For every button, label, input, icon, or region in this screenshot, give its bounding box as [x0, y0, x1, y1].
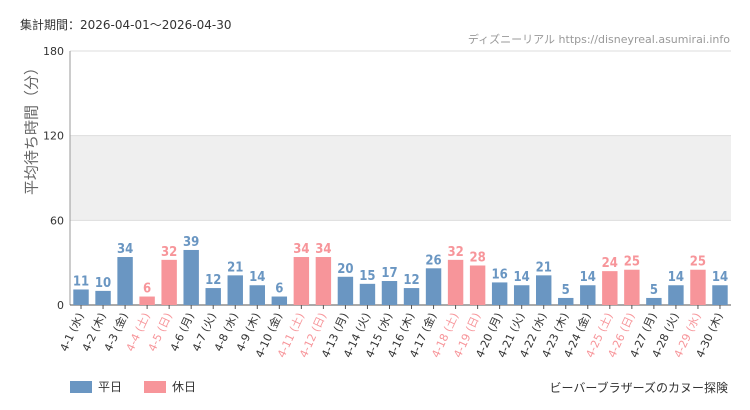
data-label: 34: [315, 242, 331, 257]
y-tick-label: 60: [50, 214, 64, 227]
legend: 平日 休日: [70, 378, 196, 395]
data-label: 34: [293, 242, 309, 257]
bar: [95, 290, 111, 305]
data-label: 16: [492, 267, 508, 282]
bar: [205, 288, 221, 305]
data-label: 14: [514, 270, 530, 285]
bar: [227, 275, 243, 305]
legend-swatch-weekday: [70, 380, 92, 393]
bar: [73, 289, 89, 305]
bar: [513, 285, 530, 305]
data-label: 6: [275, 282, 283, 297]
bar: [668, 285, 684, 305]
bar: [293, 257, 310, 305]
legend-item-weekday: 平日: [70, 378, 122, 395]
legend-swatch-holiday: [144, 380, 167, 393]
data-label: 17: [381, 266, 397, 281]
data-label: 6: [143, 282, 151, 297]
data-label: 14: [712, 270, 728, 285]
data-label: 5: [650, 283, 658, 298]
bar: [117, 257, 133, 305]
bar: [161, 259, 177, 305]
data-label: 10: [95, 276, 111, 291]
data-label: 25: [624, 255, 640, 270]
data-label: 12: [205, 273, 221, 288]
data-label: 14: [668, 270, 684, 285]
bar: [646, 297, 662, 305]
data-label: 28: [469, 250, 485, 265]
bar: [491, 282, 508, 305]
data-label: 5: [562, 283, 570, 298]
data-label: 15: [359, 269, 375, 284]
data-label: 12: [403, 273, 419, 288]
attraction-name: ビーバーブラザーズのカヌー探険: [549, 381, 728, 395]
data-label: 39: [183, 235, 199, 250]
bar: [425, 268, 442, 305]
data-label: 32: [447, 245, 463, 260]
bar: [712, 285, 728, 305]
bar: [690, 269, 706, 305]
legend-label-weekday: 平日: [98, 380, 123, 394]
y-tick-label: 120: [43, 130, 64, 143]
data-label: 26: [425, 253, 441, 268]
data-label: 11: [73, 274, 89, 289]
bar: [337, 276, 354, 305]
bar: [249, 285, 265, 305]
bar: [602, 271, 618, 305]
bar: [403, 288, 420, 305]
bar: [359, 283, 376, 305]
legend-item-holiday: 休日: [144, 378, 196, 395]
bar: [558, 297, 574, 305]
data-label: 20: [337, 262, 353, 277]
data-label: 14: [249, 270, 265, 285]
site-credit: ディズニーリアル https://disneyreal.asumirai.inf…: [467, 33, 730, 46]
bar: [580, 285, 596, 305]
data-label: 25: [690, 255, 706, 270]
bar: [315, 257, 332, 305]
period-label: 集計期間：2026-04-01〜2026-04-30: [20, 18, 232, 32]
data-label: 21: [227, 260, 243, 275]
bar: [271, 296, 288, 305]
data-label: 21: [536, 260, 552, 275]
bar: [139, 296, 155, 305]
data-label: 14: [580, 270, 596, 285]
legend-label-holiday: 休日: [172, 380, 197, 394]
y-tick-label: 0: [57, 299, 64, 312]
band-60-120: [70, 135, 731, 221]
bar: [536, 275, 552, 305]
bar: [183, 249, 199, 305]
y-tick-label: 180: [43, 45, 64, 58]
bar: [624, 269, 640, 305]
bar: [447, 259, 464, 305]
bar: [381, 281, 398, 305]
bar: [469, 265, 486, 305]
data-label: 32: [161, 245, 177, 260]
data-label: 24: [602, 256, 618, 271]
data-label: 34: [117, 242, 133, 257]
